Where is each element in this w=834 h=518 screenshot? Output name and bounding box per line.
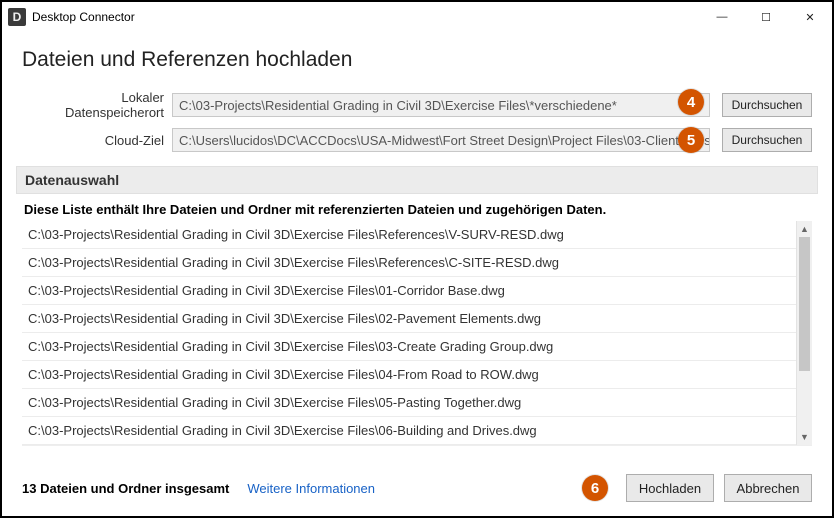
- callout-badge-6: 6: [582, 475, 608, 501]
- cloud-path-input[interactable]: C:\Users\lucidos\DC\ACCDocs\USA-Midwest\…: [172, 128, 710, 152]
- callout-badge-5: 5: [678, 127, 704, 153]
- file-row[interactable]: C:\03-Projects\Residential Grading in Ci…: [22, 389, 812, 417]
- cloud-path-row: Cloud-Ziel C:\Users\lucidos\DC\ACCDocs\U…: [22, 128, 812, 152]
- scroll-up-icon[interactable]: ▲: [797, 221, 812, 237]
- file-row[interactable]: C:\03-Projects\Residential Grading in Ci…: [22, 417, 812, 445]
- scroll-down-icon[interactable]: ▼: [797, 429, 812, 445]
- window-title: Desktop Connector: [32, 10, 135, 24]
- minimize-button[interactable]: —: [700, 2, 744, 32]
- scroll-thumb[interactable]: [799, 237, 810, 371]
- main-content: Dateien und Referenzen hochladen Lokaler…: [2, 32, 832, 446]
- file-row[interactable]: C:\03-Projects\Residential Grading in Ci…: [22, 221, 812, 249]
- browse-cloud-button[interactable]: Durchsuchen: [722, 128, 812, 152]
- local-path-input[interactable]: C:\03-Projects\Residential Grading in Ci…: [172, 93, 710, 117]
- local-path-label: Lokaler Datenspeicherort: [22, 90, 172, 120]
- local-path-row: Lokaler Datenspeicherort C:\03-Projects\…: [22, 90, 812, 120]
- upload-button[interactable]: Hochladen: [626, 474, 714, 502]
- footer: 13 Dateien und Ordner insgesamt Weitere …: [2, 460, 832, 516]
- window-controls: — ☐ ✕: [700, 2, 832, 32]
- app-icon: D: [8, 8, 26, 26]
- close-button[interactable]: ✕: [788, 2, 832, 32]
- file-row[interactable]: C:\03-Projects\Residential Grading in Ci…: [22, 249, 812, 277]
- data-selection-header: Datenauswahl: [16, 166, 818, 194]
- scroll-track[interactable]: [799, 237, 810, 429]
- cancel-button[interactable]: Abbrechen: [724, 474, 812, 502]
- file-row[interactable]: C:\03-Projects\Residential Grading in Ci…: [22, 333, 812, 361]
- title-bar: D Desktop Connector — ☐ ✕: [2, 2, 832, 32]
- file-row[interactable]: C:\03-Projects\Residential Grading in Ci…: [22, 305, 812, 333]
- data-selection-description: Diese Liste enthält Ihre Dateien und Ord…: [22, 194, 812, 221]
- file-list[interactable]: C:\03-Projects\Residential Grading in Ci…: [22, 221, 812, 445]
- browse-local-button[interactable]: Durchsuchen: [722, 93, 812, 117]
- scrollbar[interactable]: ▲ ▼: [796, 221, 812, 445]
- maximize-button[interactable]: ☐: [744, 2, 788, 32]
- cloud-path-label: Cloud-Ziel: [22, 133, 172, 148]
- page-title: Dateien und Referenzen hochladen: [22, 48, 812, 72]
- footer-summary: 13 Dateien und Ordner insgesamt: [22, 481, 229, 496]
- file-row[interactable]: C:\03-Projects\Residential Grading in Ci…: [22, 277, 812, 305]
- file-row[interactable]: C:\03-Projects\Residential Grading in Ci…: [22, 361, 812, 389]
- file-list-container: C:\03-Projects\Residential Grading in Ci…: [22, 221, 812, 446]
- callout-badge-4: 4: [678, 89, 704, 115]
- more-info-link[interactable]: Weitere Informationen: [247, 481, 375, 496]
